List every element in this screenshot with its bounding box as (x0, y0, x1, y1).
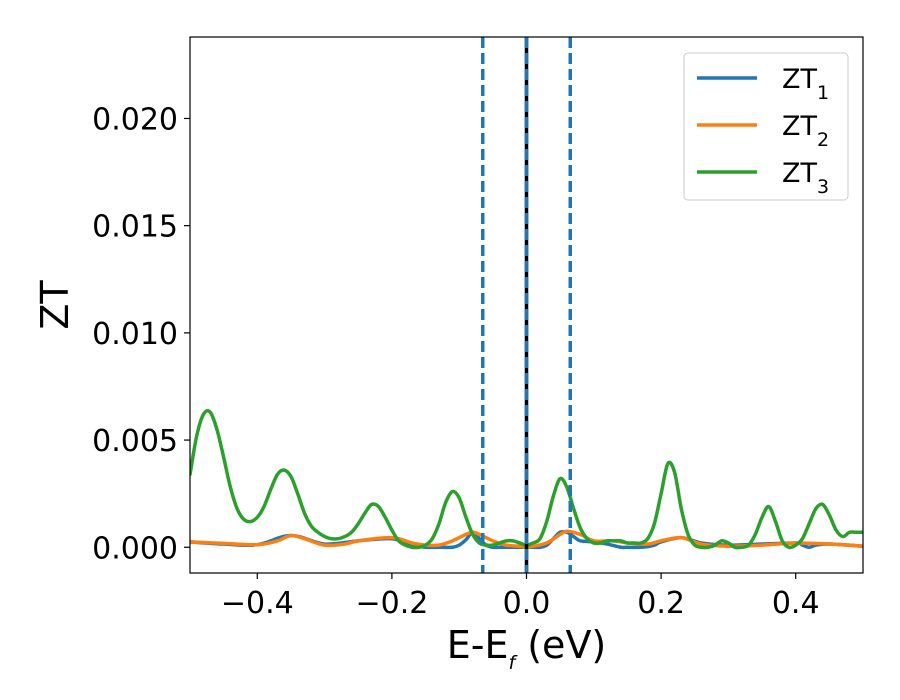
x-tick-label: 0.0 (503, 586, 551, 621)
x-axis-label-unit: (eV) (515, 623, 606, 667)
x-tick-label: −0.2 (355, 586, 428, 621)
legend-item-zt1: ZT1 (697, 64, 829, 104)
legend-label-zt1-main: ZT (782, 64, 817, 95)
y-axis: 0.000 0.005 0.010 0.015 0.020 (92, 102, 190, 566)
y-tick-label: 0.020 (92, 102, 178, 137)
legend-label-zt1: ZT1 (782, 64, 829, 104)
legend: ZT1 ZT2 ZT3 (683, 52, 849, 201)
legend-item-zt2: ZT2 (697, 111, 829, 151)
legend-label-zt1-subscript: 1 (817, 82, 829, 104)
x-tick-label: 0.4 (772, 586, 820, 621)
y-tick-label: 0.015 (92, 210, 178, 245)
y-axis-label: ZT (33, 280, 77, 330)
x-axis-label-main: E-E (447, 623, 509, 667)
legend-label-zt3-subscript: 3 (817, 176, 829, 198)
series-line-zt2 (190, 529, 863, 550)
legend-label-zt3-main: ZT (782, 158, 817, 189)
y-tick-label: 0.005 (92, 424, 178, 459)
plot-area (190, 37, 863, 573)
x-tick-label: −0.4 (221, 586, 294, 621)
y-tick-label: 0.000 (92, 531, 178, 566)
x-axis-label-subscript: f (508, 652, 518, 674)
x-axis-label: E-Ef (eV) (447, 623, 607, 674)
legend-item-zt3: ZT3 (697, 158, 829, 198)
x-axis: −0.4 −0.2 0.0 0.2 0.4 (221, 573, 820, 621)
legend-label-zt2-subscript: 2 (817, 129, 829, 151)
legend-label-zt2: ZT2 (782, 111, 829, 151)
legend-label-zt3: ZT3 (782, 158, 829, 198)
y-tick-label: 0.010 (92, 317, 178, 352)
legend-label-zt2-main: ZT (782, 111, 817, 142)
legend-box (683, 52, 849, 201)
x-tick-label: 0.2 (637, 586, 685, 621)
